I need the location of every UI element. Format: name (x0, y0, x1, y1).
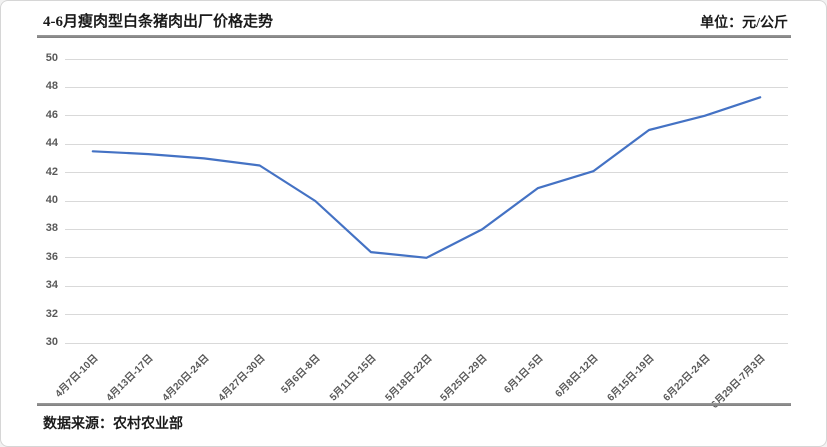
gridline (65, 143, 788, 145)
gridline (65, 285, 788, 287)
y-axis-tick-label: 32 (45, 307, 58, 320)
header-divider (37, 35, 791, 38)
y-axis-tick-label: 40 (45, 194, 58, 206)
unit-label: 单位：元/公斤 (700, 16, 788, 31)
gridline (65, 58, 788, 60)
gridline (65, 314, 788, 316)
y-axis-tick-label: 50 (45, 52, 58, 64)
footer-divider (37, 403, 791, 406)
y-axis-tick-label: 48 (45, 80, 58, 93)
gridline (65, 200, 788, 202)
y-axis-tick-label: 44 (45, 137, 58, 150)
gridline (65, 257, 788, 259)
gridline (65, 228, 788, 230)
price-line-series (91, 96, 762, 259)
gridline (65, 172, 788, 174)
gridline (65, 86, 788, 88)
chart-title: 4-6月瘦肉型白条猪肉出厂价格走势 (43, 14, 273, 30)
data-source-label: 数据来源：农村农业部 (43, 417, 183, 432)
gridline (65, 115, 788, 117)
y-axis-tick-label: 30 (45, 336, 58, 348)
gridline (65, 342, 788, 344)
y-axis-tick-label: 42 (45, 165, 58, 178)
y-axis-tick-label: 36 (45, 250, 58, 263)
y-axis-tick-label: 38 (45, 222, 58, 235)
y-axis-tick-label: 34 (45, 279, 58, 292)
y-axis-tick-label: 46 (45, 108, 58, 121)
